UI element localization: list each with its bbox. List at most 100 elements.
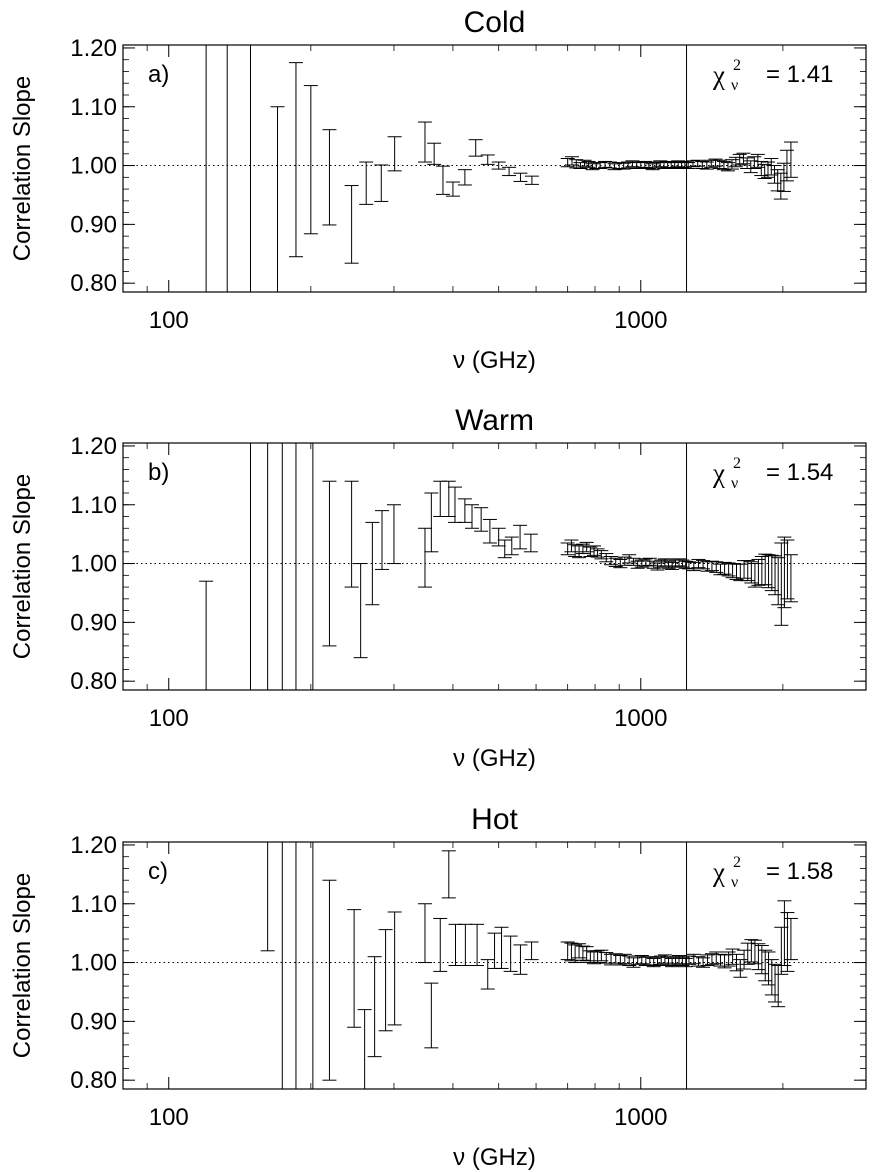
- error-bar: [513, 524, 528, 550]
- error-bar: [768, 963, 783, 1003]
- x-tick-label: 1000: [614, 1104, 667, 1131]
- panel-title: Warm: [455, 404, 534, 437]
- error-bar: [724, 159, 739, 170]
- y-tick-label: 1.10: [70, 492, 117, 519]
- error-bar: [378, 929, 393, 1032]
- error-bar: [579, 946, 594, 962]
- error-bar: [622, 554, 637, 564]
- y-tick-label: 1.20: [70, 35, 117, 62]
- error-bar: [375, 510, 390, 570]
- error-bar: [645, 163, 660, 171]
- chi-squared-subscript: ν: [731, 77, 738, 94]
- error-bar: [747, 156, 762, 169]
- error-bar: [750, 153, 765, 168]
- error-bar: [777, 536, 792, 609]
- error-bar: [657, 954, 672, 964]
- error-bar: [448, 923, 463, 966]
- error-bar: [590, 548, 605, 558]
- error-bar: [433, 480, 448, 518]
- error-bar: [568, 944, 583, 964]
- error-bar: [729, 563, 744, 580]
- error-bar: [773, 172, 788, 200]
- error-bar: [642, 557, 657, 566]
- y-tick-label: 0.90: [70, 1008, 117, 1035]
- y-tick-label: 1.00: [70, 551, 117, 578]
- error-bar: [729, 953, 744, 972]
- error-bar: [767, 165, 782, 184]
- error-bar: [740, 560, 755, 582]
- error-bar: [757, 163, 772, 179]
- error-bar: [761, 554, 776, 589]
- error-bar: [650, 562, 665, 571]
- error-bar: [783, 917, 798, 961]
- error-bar: [780, 539, 795, 600]
- error-bar: [572, 545, 587, 559]
- error-bar: [367, 956, 382, 1058]
- error-bar: [288, 62, 303, 258]
- error-bar: [733, 959, 748, 978]
- error-bar: [646, 560, 661, 569]
- error-bar: [480, 154, 495, 165]
- error-bar: [359, 161, 374, 205]
- y-tick-label: 0.90: [70, 211, 117, 238]
- error-bar: [774, 926, 789, 975]
- y-tick-label: 0.80: [70, 668, 117, 695]
- error-bar: [725, 563, 740, 579]
- y-axis-label: Correlation Slope: [9, 76, 36, 261]
- error-bar: [783, 554, 798, 603]
- panel-cold: Cold 0.80 0.90 1.00 1.10 1.20 100 1000 ν (GHz) Co…: [9, 6, 867, 374]
- error-bar: [387, 911, 402, 1026]
- y-tick-label: 1.00: [70, 153, 117, 180]
- error-bar: [386, 504, 401, 565]
- error-bar: [445, 181, 460, 197]
- error-bar: [638, 558, 653, 567]
- error-bar: [678, 957, 693, 968]
- error-bar: [470, 923, 485, 966]
- error-bar: [751, 943, 766, 971]
- error-bar: [575, 945, 590, 961]
- error-bar: [441, 850, 456, 899]
- error-bar: [725, 948, 740, 965]
- error-bar: [513, 944, 528, 975]
- error-bar: [764, 158, 779, 176]
- error-bar: [743, 160, 758, 174]
- error-bar: [771, 557, 786, 606]
- chi-squared-symbol: χ: [712, 857, 725, 887]
- error-bar: [721, 562, 736, 577]
- y-axis-label: Correlation Slope: [9, 873, 36, 1058]
- error-bar: [581, 160, 596, 168]
- error-bar: [468, 139, 483, 157]
- chi-squared-symbol: χ: [712, 60, 725, 90]
- error-bar: [417, 527, 432, 588]
- error-bar: [353, 563, 368, 659]
- error-bar: [504, 536, 519, 556]
- error-bar: [732, 153, 747, 166]
- error-bar: [494, 926, 509, 969]
- error-bar: [497, 539, 512, 559]
- error-bar: [417, 121, 432, 163]
- y-tick-label: 0.90: [70, 609, 117, 636]
- error-bar: [776, 162, 791, 192]
- chi-squared-value: = 1.54: [766, 459, 833, 486]
- error-bar: [713, 563, 728, 576]
- error-bar: [524, 941, 539, 961]
- error-bar: [747, 563, 762, 588]
- plot-frame: [122, 44, 867, 293]
- error-bar: [347, 909, 362, 1028]
- error-bar: [573, 162, 588, 169]
- plot-frame: [122, 841, 867, 1090]
- x-tick-label: 1000: [614, 705, 667, 732]
- error-bar: [777, 900, 792, 966]
- error-bar: [374, 164, 389, 202]
- error-bar: [744, 939, 759, 963]
- error-bar: [427, 142, 442, 165]
- x-tick-label: 100: [149, 307, 189, 334]
- error-bar: [424, 982, 439, 1049]
- chi-squared-symbol: χ: [712, 458, 725, 488]
- error-bar: [433, 917, 448, 972]
- y-tick-label: 0.80: [70, 1067, 117, 1094]
- error-bar: [721, 951, 736, 967]
- chi-squared-subscript: ν: [731, 475, 738, 492]
- chi-squared-value: = 1.58: [766, 858, 833, 885]
- x-tick-label: 100: [149, 1104, 189, 1131]
